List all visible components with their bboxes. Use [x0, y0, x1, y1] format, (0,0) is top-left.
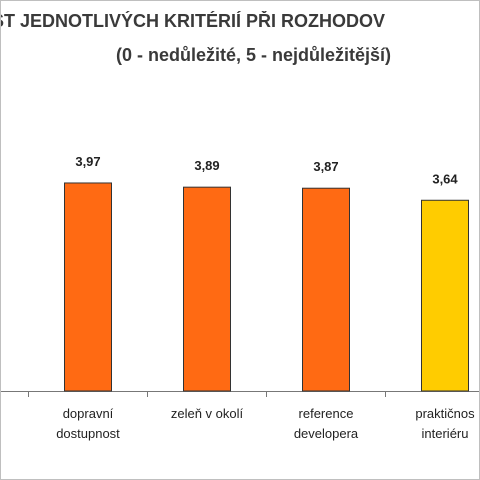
category-label-4-1: interiéru: [422, 426, 469, 441]
bar-3: [302, 187, 350, 392]
category-label-3-0: reference: [299, 406, 354, 421]
bar-1: [64, 182, 112, 392]
category-label-1-1: dostupnost: [56, 426, 120, 441]
category-label-4-0: praktičnos: [415, 406, 475, 421]
bar-2: [183, 186, 231, 392]
data-label-3: 3,87: [313, 159, 338, 174]
data-label-4: 3,64: [432, 171, 458, 186]
chart-subtitle: (0 - nedůležité, 5 - nejdůležitější): [116, 45, 392, 65]
category-label-2-0: zeleň v okolí: [171, 406, 244, 421]
data-label-1: 3,97: [75, 154, 100, 169]
chart-title: ST JEDNOTLIVÝCH KRITÉRIÍ PŘI ROZHODOV: [0, 11, 386, 31]
data-label-2: 3,89: [194, 158, 219, 173]
category-label-3-1: developera: [294, 426, 359, 441]
category-label-1-0: dopravní: [63, 406, 114, 421]
bar-4: [421, 199, 469, 392]
